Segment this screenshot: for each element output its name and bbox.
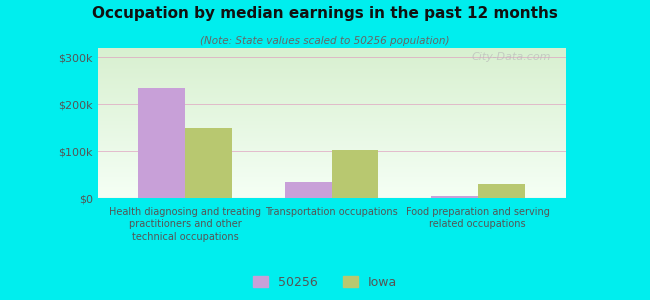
Bar [478,184,525,198]
Text: Food preparation and serving
related occupations: Food preparation and serving related occ… [406,207,550,230]
Text: City-Data.com: City-Data.com [472,52,551,62]
Text: Health diagnosing and treating
practitioners and other
technical occupations: Health diagnosing and treating practitio… [109,207,261,242]
Bar [431,196,478,198]
Text: Occupation by median earnings in the past 12 months: Occupation by median earnings in the pas… [92,6,558,21]
Text: Transportation occupations: Transportation occupations [265,207,398,217]
Legend: 50256, Iowa: 50256, Iowa [248,271,402,294]
Bar [138,88,185,198]
Bar [185,128,232,198]
Bar [285,182,332,198]
Bar [332,150,378,198]
Text: (Note: State values scaled to 50256 population): (Note: State values scaled to 50256 popu… [200,36,450,46]
